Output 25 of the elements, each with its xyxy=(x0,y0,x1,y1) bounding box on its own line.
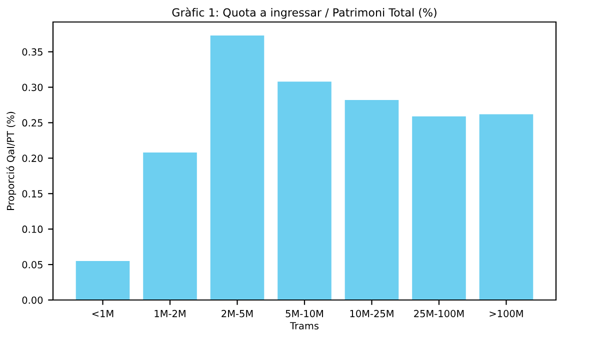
bar xyxy=(278,82,332,300)
bar xyxy=(479,114,534,300)
y-tick-label: 0.35 xyxy=(22,48,42,56)
bar xyxy=(412,116,466,300)
x-tick-label: 1M-2M xyxy=(154,310,186,318)
bar xyxy=(344,100,399,300)
x-axis-title: Trams xyxy=(290,322,319,330)
chart-title: Gràfic 1: Quota a ingressar / Patrimoni Total (%) xyxy=(172,8,436,19)
bar xyxy=(143,152,197,300)
y-tick-label: 0.05 xyxy=(22,261,42,268)
bar xyxy=(210,35,264,300)
bar xyxy=(76,260,130,300)
x-tick-label: 5M-10M xyxy=(286,310,323,318)
y-tick-label: 0.30 xyxy=(22,84,43,92)
x-tick-label: 25M-100M xyxy=(414,310,464,318)
x-tick-label: >100M xyxy=(490,310,523,318)
x-tick-label: <1M xyxy=(92,310,114,318)
y-tick-label: 0.25 xyxy=(22,119,42,127)
x-tick-label: 2M-5M xyxy=(222,310,253,318)
y-tick-label: 0.10 xyxy=(22,226,43,233)
x-tick-label: 10M-25M xyxy=(350,310,394,318)
y-axis-title: Proporció QaI/PT (%) xyxy=(6,112,16,210)
y-tick-label: 0.00 xyxy=(22,296,43,304)
y-tick-label: 0.15 xyxy=(22,190,42,198)
y-tick-label: 0.20 xyxy=(22,154,43,162)
